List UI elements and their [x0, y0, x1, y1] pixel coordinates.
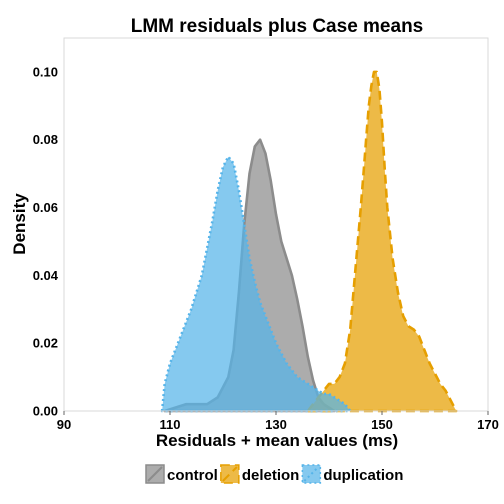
x-tick-label: 150 [371, 417, 393, 432]
legend-item-control: control [145, 464, 218, 484]
x-axis-title: Residuals + mean values (ms) [156, 431, 398, 450]
area-duplication [160, 155, 352, 413]
legend-label-duplication: duplication [323, 467, 403, 484]
legend-item-duplication: duplication [301, 464, 403, 484]
area-deletion [306, 70, 458, 413]
y-tick-label: 0.06 [33, 200, 58, 215]
y-tick-label: 0.00 [33, 404, 58, 419]
y-tick-label: 0.04 [33, 268, 59, 283]
y-tick-label: 0.02 [33, 336, 58, 351]
y-axis-ticks: 0.00 0.02 0.04 0.06 0.08 0.10 [33, 64, 59, 418]
legend-item-deletion: deletion [220, 464, 300, 484]
legend-label-control: control [167, 467, 218, 484]
y-tick-label: 0.10 [33, 64, 58, 79]
x-axis-ticks: 90 110 130 150 170 [57, 411, 499, 432]
legend: control deletion duplication [145, 464, 403, 484]
x-tick-label: 110 [160, 417, 181, 432]
legend-label-deletion: deletion [242, 467, 300, 484]
legend-key-line [147, 466, 163, 482]
density-areas [160, 70, 458, 413]
y-tick-label: 0.08 [33, 132, 58, 147]
x-tick-label: 170 [477, 417, 499, 432]
chart-title: LMM residuals plus Case means [131, 16, 424, 37]
y-axis-title: Density [10, 193, 29, 255]
legend-key-line [222, 466, 238, 482]
legend-key-line [303, 466, 320, 482]
x-tick-label: 130 [265, 417, 287, 432]
x-tick-label: 90 [57, 417, 71, 432]
